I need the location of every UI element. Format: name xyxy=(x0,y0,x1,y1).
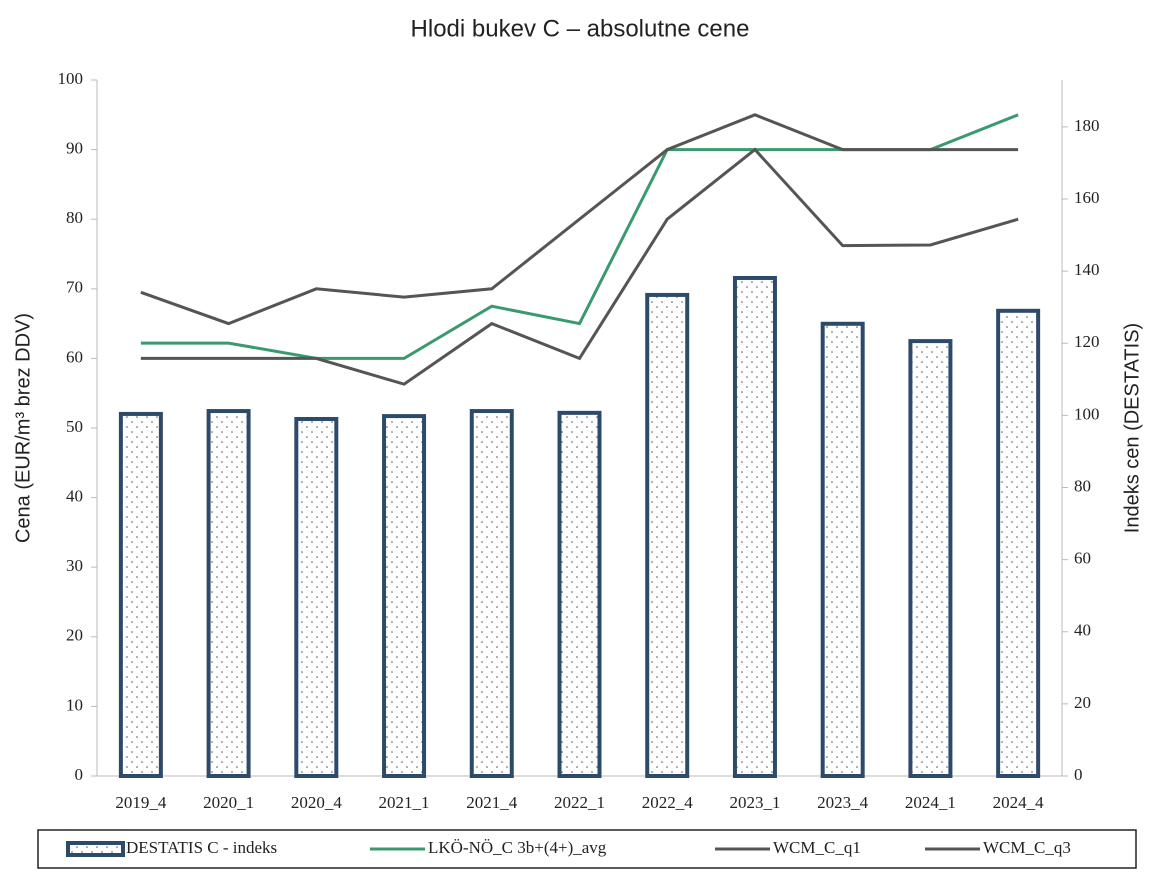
legend-label: DESTATIS C - indeks xyxy=(126,838,277,857)
x-tick-label: 2023_1 xyxy=(729,793,780,812)
y-tick-label: 70 xyxy=(66,278,83,297)
x-tick-label: 2020_1 xyxy=(203,793,254,812)
x-tick-label: 2021_4 xyxy=(466,793,518,812)
y-tick-label: 60 xyxy=(66,347,83,366)
line xyxy=(140,147,1019,386)
x-tick-label: 2023_4 xyxy=(817,793,869,812)
legend-label: LKÖ-NÖ_C 3b+(4+)_avg xyxy=(428,838,607,857)
legend-swatch xyxy=(66,841,125,857)
line xyxy=(140,113,1019,360)
bar xyxy=(382,414,427,778)
y-tick-label: 100 xyxy=(58,69,84,88)
bar xyxy=(996,308,1041,778)
line xyxy=(140,113,1019,326)
bar xyxy=(908,339,953,778)
bar xyxy=(206,409,251,778)
x-tick-label: 2024_1 xyxy=(905,793,956,812)
y2-tick-label: 160 xyxy=(1074,188,1100,207)
bar xyxy=(118,411,163,778)
y2-tick-label: 180 xyxy=(1074,116,1100,135)
x-tick-label: 2022_1 xyxy=(554,793,605,812)
y-tick-label: 30 xyxy=(66,556,83,575)
chart-title: Hlodi bukev C – absolutne cene xyxy=(411,15,750,42)
legend-label: WCM_C_q1 xyxy=(773,838,861,857)
y2-tick-label: 140 xyxy=(1074,260,1100,279)
y2-tick-label: 60 xyxy=(1074,549,1091,568)
bar xyxy=(732,275,777,778)
legend-label: WCM_C_q3 xyxy=(983,838,1071,857)
y-tick-label: 40 xyxy=(66,487,83,506)
x-tick-label: 2019_4 xyxy=(115,793,167,812)
y-tick-label: 80 xyxy=(66,208,83,227)
y2-tick-label: 120 xyxy=(1074,332,1100,351)
x-tick-label: 2021_1 xyxy=(379,793,430,812)
bar xyxy=(294,416,339,778)
bar xyxy=(469,409,514,778)
y2-axis-title: Indeks cen (DESTATIS) xyxy=(1121,323,1143,533)
bar xyxy=(557,410,602,778)
y2-tick-label: 80 xyxy=(1074,476,1091,495)
y-tick-label: 10 xyxy=(66,695,83,714)
bar xyxy=(820,321,865,778)
y2-tick-label: 100 xyxy=(1074,404,1100,423)
y-axis-title: Cena (EUR/m³ brez DDV) xyxy=(12,313,34,543)
y-tick-label: 90 xyxy=(66,139,83,158)
x-tick-label: 2022_4 xyxy=(642,793,694,812)
bar xyxy=(645,292,690,778)
y2-tick-label: 20 xyxy=(1074,693,1091,712)
y2-tick-label: 0 xyxy=(1074,765,1083,784)
y-tick-label: 20 xyxy=(66,626,83,645)
x-tick-label: 2020_4 xyxy=(291,793,343,812)
y2-tick-label: 40 xyxy=(1074,621,1091,640)
y-tick-label: 0 xyxy=(75,765,84,784)
y-tick-label: 50 xyxy=(66,417,83,436)
legend-box xyxy=(37,829,1137,869)
x-tick-label: 2024_4 xyxy=(993,793,1045,812)
